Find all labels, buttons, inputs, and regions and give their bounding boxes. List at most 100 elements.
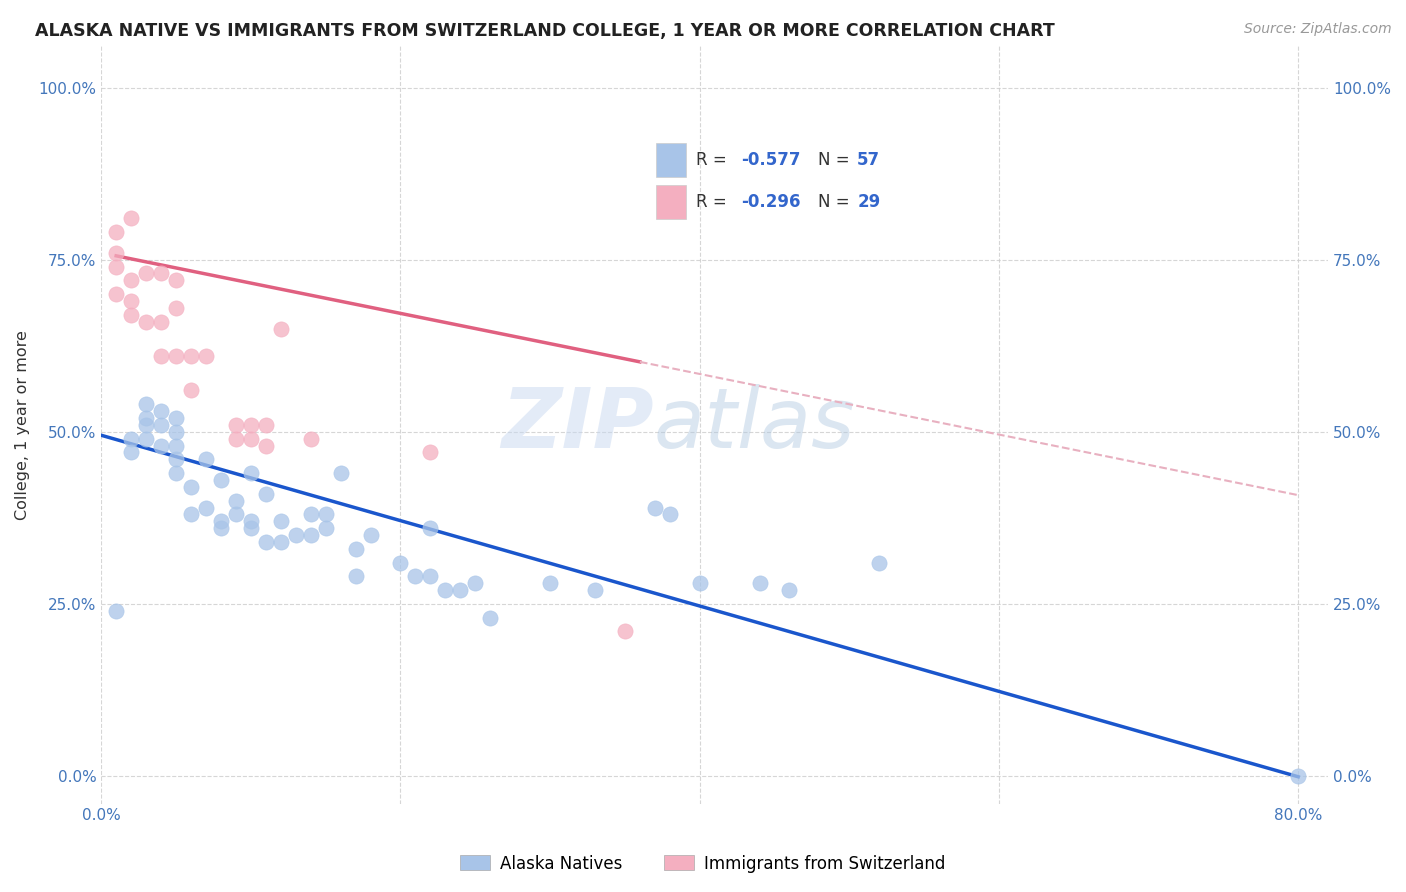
- Point: [299, 432, 322, 446]
- Point: [779, 583, 801, 598]
- Point: [344, 541, 367, 556]
- Point: [120, 445, 142, 459]
- Text: 57: 57: [858, 151, 880, 169]
- Text: -0.296: -0.296: [741, 193, 801, 211]
- Point: [120, 273, 142, 287]
- Bar: [655, 144, 686, 177]
- Point: [135, 432, 157, 446]
- Point: [315, 508, 337, 522]
- Point: [165, 466, 187, 480]
- Text: atlas: atlas: [654, 384, 855, 466]
- Point: [120, 432, 142, 446]
- Point: [613, 624, 636, 639]
- Point: [329, 466, 352, 480]
- Point: [449, 583, 471, 598]
- Point: [209, 514, 232, 528]
- Point: [299, 528, 322, 542]
- Point: [1286, 769, 1309, 783]
- Point: [419, 521, 441, 535]
- Text: N =: N =: [817, 151, 855, 169]
- Point: [120, 308, 142, 322]
- Point: [120, 293, 142, 308]
- Point: [105, 260, 128, 274]
- Point: [150, 267, 173, 281]
- Point: [165, 452, 187, 467]
- Point: [868, 556, 890, 570]
- Point: [270, 535, 292, 549]
- Point: [644, 500, 666, 515]
- Point: [254, 439, 277, 453]
- Text: ZIP: ZIP: [501, 384, 654, 466]
- Point: [270, 514, 292, 528]
- Point: [389, 556, 412, 570]
- Y-axis label: College, 1 year or more: College, 1 year or more: [15, 330, 30, 520]
- Point: [194, 500, 217, 515]
- Point: [135, 411, 157, 425]
- Bar: [655, 186, 686, 219]
- Point: [479, 611, 502, 625]
- Point: [225, 493, 247, 508]
- Point: [464, 576, 486, 591]
- Point: [419, 569, 441, 583]
- Point: [270, 321, 292, 335]
- Point: [135, 397, 157, 411]
- Point: [194, 452, 217, 467]
- Point: [150, 417, 173, 432]
- Point: [658, 508, 681, 522]
- Point: [165, 349, 187, 363]
- Point: [538, 576, 561, 591]
- Point: [150, 349, 173, 363]
- Point: [105, 604, 128, 618]
- Text: R =: R =: [696, 151, 731, 169]
- Point: [225, 417, 247, 432]
- Point: [135, 315, 157, 329]
- Point: [165, 411, 187, 425]
- Point: [254, 535, 277, 549]
- Point: [360, 528, 382, 542]
- Point: [284, 528, 307, 542]
- Point: [135, 417, 157, 432]
- Point: [299, 508, 322, 522]
- Point: [150, 404, 173, 418]
- Point: [419, 445, 441, 459]
- Text: Source: ZipAtlas.com: Source: ZipAtlas.com: [1244, 22, 1392, 37]
- Point: [583, 583, 606, 598]
- Point: [748, 576, 770, 591]
- Point: [239, 514, 262, 528]
- Point: [225, 508, 247, 522]
- Point: [150, 439, 173, 453]
- Point: [180, 508, 202, 522]
- Point: [239, 466, 262, 480]
- Point: [209, 521, 232, 535]
- Point: [209, 473, 232, 487]
- Point: [180, 349, 202, 363]
- Point: [105, 245, 128, 260]
- Legend: Alaska Natives, Immigrants from Switzerland: Alaska Natives, Immigrants from Switzerl…: [454, 848, 952, 880]
- Point: [194, 349, 217, 363]
- Point: [344, 569, 367, 583]
- Point: [239, 417, 262, 432]
- Point: [315, 521, 337, 535]
- Point: [254, 487, 277, 501]
- Point: [105, 225, 128, 239]
- Point: [254, 417, 277, 432]
- Point: [404, 569, 426, 583]
- Point: [225, 432, 247, 446]
- Point: [239, 432, 262, 446]
- Point: [180, 480, 202, 494]
- Point: [165, 425, 187, 439]
- Point: [120, 211, 142, 226]
- Point: [180, 384, 202, 398]
- Point: [239, 521, 262, 535]
- Text: R =: R =: [696, 193, 731, 211]
- Point: [165, 301, 187, 315]
- Text: ALASKA NATIVE VS IMMIGRANTS FROM SWITZERLAND COLLEGE, 1 YEAR OR MORE CORRELATION: ALASKA NATIVE VS IMMIGRANTS FROM SWITZER…: [35, 22, 1054, 40]
- Text: 29: 29: [858, 193, 880, 211]
- Point: [165, 439, 187, 453]
- Text: -0.577: -0.577: [741, 151, 801, 169]
- Point: [105, 287, 128, 301]
- Text: N =: N =: [817, 193, 855, 211]
- Point: [434, 583, 457, 598]
- Point: [150, 315, 173, 329]
- Point: [135, 267, 157, 281]
